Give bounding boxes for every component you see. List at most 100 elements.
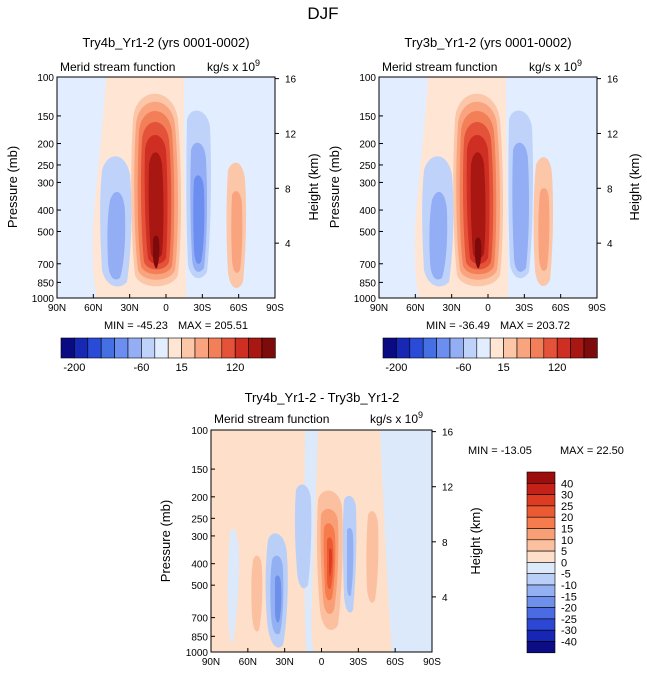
colorbar-diff-label: -25 bbox=[561, 614, 577, 626]
colorbar-diff-label: 10 bbox=[561, 535, 573, 547]
colorbar-swatch bbox=[583, 337, 598, 359]
colorbar-diff-swatch bbox=[526, 595, 556, 608]
colorbar-label: -60 bbox=[455, 362, 471, 374]
colorbar-diff-swatch bbox=[526, 471, 556, 484]
colorbar-label: 120 bbox=[548, 362, 566, 374]
panel-1-max: MAX = 205.51 bbox=[178, 320, 248, 332]
panel-3-ytick-label: 1000 bbox=[186, 648, 209, 659]
colorbar-diff-swatch bbox=[526, 539, 556, 552]
panel-2-ylabel: Pressure (mb) bbox=[327, 146, 342, 228]
panel-1-contours bbox=[57, 77, 275, 298]
colorbar-swatch bbox=[167, 337, 182, 359]
panel-1-xtick-label: 60N bbox=[84, 303, 102, 314]
panel-3-xtick-label: 90S bbox=[423, 657, 441, 668]
panel-3-htick-label: 12 bbox=[442, 483, 454, 494]
panel-1-ytick-label: 1000 bbox=[32, 294, 55, 305]
panel-3-ytick-label: 150 bbox=[191, 465, 208, 476]
panel-1-ytick-label: 150 bbox=[37, 112, 54, 123]
panel-2-max: MAX = 203.72 bbox=[500, 320, 570, 332]
panel-1: Try4b_Yr1-2 (yrs 0001-0002) Merid stream… bbox=[5, 35, 321, 332]
panel-3-units-base: kg/s x 10 bbox=[370, 412, 418, 426]
panel-3-ytick-label: 400 bbox=[191, 560, 208, 571]
panel-1-xtick-label: 0 bbox=[163, 303, 169, 314]
colorbar-swatch bbox=[208, 337, 223, 359]
panel-1-subtitle: Merid stream function bbox=[60, 60, 175, 74]
panel-3-subtitle: Merid stream function bbox=[214, 412, 329, 426]
colorbar-swatch bbox=[436, 337, 451, 359]
panel-2-units-exp: 9 bbox=[577, 58, 582, 68]
panel-2-xtick-label: 90N bbox=[370, 303, 388, 314]
panel-1-ytick-label: 400 bbox=[37, 206, 54, 217]
colorbar-label: -200 bbox=[385, 362, 407, 374]
panel-3-xtick-label: 60N bbox=[239, 657, 257, 668]
colorbar-swatch bbox=[194, 337, 209, 359]
panel-2-units-base: kg/s x 10 bbox=[529, 60, 577, 74]
colorbar-swatch bbox=[114, 337, 129, 359]
colorbar-diff-label: 15 bbox=[561, 524, 573, 536]
colorbar-swatch bbox=[382, 337, 397, 359]
panel-1-ytick-label: 700 bbox=[37, 260, 54, 271]
panel-3-pos-cell-a-core bbox=[329, 548, 332, 577]
panel-1-title: Try4b_Yr1-2 (yrs 0001-0002) bbox=[82, 35, 249, 50]
panel-3-neg-strip-mid bbox=[304, 430, 318, 652]
colorbar-diff-swatch bbox=[526, 550, 556, 563]
panel-1-neg-region-north bbox=[57, 77, 106, 298]
colorbar-swatch bbox=[503, 337, 518, 359]
colorbar-diff-label: -15 bbox=[561, 591, 577, 603]
panel-3-neg-patch-north bbox=[227, 529, 240, 645]
panel-1-neg-cell-south-inner bbox=[193, 175, 205, 264]
panel-1-ylabel: Pressure (mb) bbox=[5, 146, 20, 228]
colorbar-diff-label: 5 bbox=[561, 546, 567, 558]
panel-3-ytick-label: 200 bbox=[191, 493, 208, 504]
colorbar-swatch bbox=[476, 337, 491, 359]
panel-3-min: MIN = -13.05 bbox=[468, 445, 532, 457]
colorbar-diff-swatch bbox=[526, 505, 556, 518]
colorbar-left: -200 -60 15 120 bbox=[60, 337, 276, 374]
panel-2-ytick-label: 300 bbox=[359, 178, 376, 189]
panel-2-htick-label: 12 bbox=[607, 129, 619, 140]
panel-2-units: kg/s x 109 bbox=[529, 58, 582, 74]
panel-2-ytick-label: 700 bbox=[359, 260, 376, 271]
panel-1-ytick-label: 250 bbox=[37, 161, 54, 172]
colorbar-swatch bbox=[543, 337, 558, 359]
colorbar-swatch bbox=[60, 337, 75, 359]
colorbar-diff-label: 25 bbox=[561, 501, 573, 513]
colorbar-swatch bbox=[74, 337, 89, 359]
colorbar-swatch bbox=[396, 337, 411, 359]
panel-2-subtitle: Merid stream function bbox=[382, 60, 497, 74]
panel-2-ytick-label: 150 bbox=[359, 112, 376, 123]
colorbar-swatch bbox=[234, 337, 249, 359]
panel-2-xtick-label: 30N bbox=[442, 303, 460, 314]
colorbar-diff-swatch bbox=[526, 618, 556, 631]
panel-1-xtick-label: 60S bbox=[230, 303, 248, 314]
panel-1-xtick-label: 30S bbox=[193, 303, 211, 314]
panel-3-xtick-label: 0 bbox=[319, 657, 325, 668]
panel-3-pos-cell-c bbox=[251, 555, 263, 632]
panel-2-ytick-label: 100 bbox=[359, 73, 376, 84]
panel-3-ytick-label: 500 bbox=[191, 581, 208, 592]
colorbar-diff-swatch bbox=[526, 573, 556, 586]
panel-2-ytick-label: 200 bbox=[359, 140, 376, 151]
panel-3-neg-region-south bbox=[380, 430, 432, 652]
panel-3-neg-cell-c-inner bbox=[347, 528, 354, 596]
panel-2-contours bbox=[379, 77, 597, 298]
colorbar-swatch bbox=[261, 337, 276, 359]
colorbar-diff-label: 20 bbox=[561, 512, 573, 524]
panel-2-title: Try3b_Yr1-2 (yrs 0001-0002) bbox=[404, 35, 571, 50]
panel-3-ytick-label: 850 bbox=[191, 632, 208, 643]
panel-2-ytick-label: 400 bbox=[359, 206, 376, 217]
panel-3-htick-label: 8 bbox=[442, 538, 448, 549]
panel-2-ytick-label: 850 bbox=[359, 278, 376, 289]
panel-3-xtick-label: 30N bbox=[275, 657, 293, 668]
colorbar-diff-label: -20 bbox=[561, 603, 577, 615]
panel-3-ytick-label: 700 bbox=[191, 614, 208, 625]
panel-2-ytick-label: 1000 bbox=[354, 294, 377, 305]
panel-3-xtick-label: 30S bbox=[349, 657, 367, 668]
panel-1-units-exp: 9 bbox=[255, 58, 260, 68]
panel-2-pos-cell-south-inner bbox=[538, 188, 550, 271]
colorbar-diff-label: -10 bbox=[561, 580, 577, 592]
panel-2-htick-label: 16 bbox=[607, 75, 619, 86]
